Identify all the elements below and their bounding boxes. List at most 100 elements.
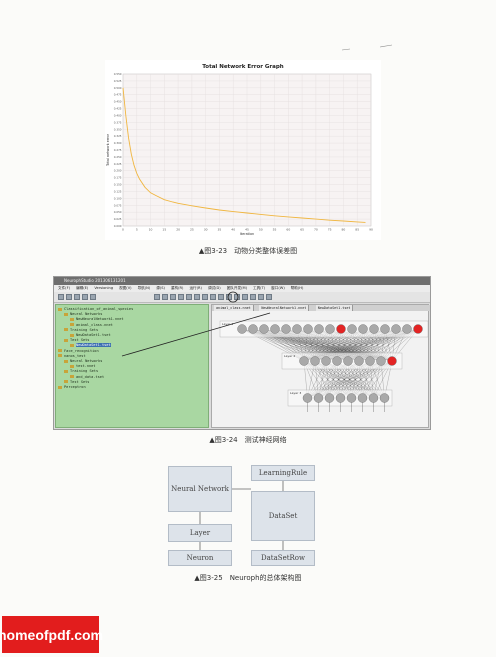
tree-item[interactable]: Neural Networks <box>64 359 102 364</box>
menu-item[interactable]: 帮助(H) <box>290 286 304 290</box>
folder-icon <box>58 307 62 311</box>
neuron-node[interactable] <box>387 356 397 366</box>
neuron-node[interactable] <box>281 324 291 334</box>
menu-item[interactable]: 窗口(W) <box>271 286 285 290</box>
y-tick-label: 0.125 <box>114 189 122 193</box>
folder-icon <box>70 323 74 327</box>
toolbar-button[interactable] <box>186 294 192 300</box>
toolbar-button[interactable] <box>58 294 64 300</box>
toolbar-button[interactable] <box>210 294 216 300</box>
neuron-node[interactable] <box>314 324 324 334</box>
neuron-node[interactable] <box>310 356 320 366</box>
toolbar-button[interactable] <box>266 294 272 300</box>
menu-item[interactable]: 调试(D) <box>207 286 221 290</box>
menu-item[interactable]: 团队开发(M) <box>226 286 247 290</box>
y-axis-label: Total network error <box>106 133 110 167</box>
menu-item[interactable]: 文件(F) <box>58 286 71 290</box>
menu-item[interactable]: 视图(V) <box>119 286 132 290</box>
neuron-node[interactable] <box>303 324 313 334</box>
menu-item[interactable]: 源(S) <box>156 286 165 290</box>
editor-tab[interactable]: NewNeuralNetwork1.nnet <box>259 305 310 311</box>
neuron-node[interactable] <box>365 356 375 366</box>
tree-item[interactable]: Training Sets <box>64 369 98 374</box>
tree-item[interactable]: test.nnet <box>70 364 95 369</box>
folder-icon <box>70 333 74 337</box>
toolbar-button[interactable] <box>250 294 256 300</box>
folder-icon <box>64 328 68 332</box>
editor-tabs: animal_class.nnet NewNeuralNetwork1.nnet N… <box>212 305 430 311</box>
x-tick-label: 15 <box>162 228 166 232</box>
neuron-node[interactable] <box>299 356 309 366</box>
toolbar-button[interactable] <box>218 294 224 300</box>
neuron-node[interactable] <box>343 356 353 366</box>
neuron-node[interactable] <box>402 324 412 334</box>
editor-tab[interactable]: animal_class.nnet <box>214 305 254 311</box>
neuron-node[interactable] <box>325 324 335 334</box>
chart-title: Total Network Error Graph <box>202 64 284 70</box>
tree-item[interactable]: NewDataSet1.tset <box>70 333 111 338</box>
folder-icon <box>70 375 74 379</box>
y-tick-label: 0.225 <box>114 162 122 166</box>
folder-icon <box>58 354 62 358</box>
y-tick-label: 0.200 <box>114 169 122 173</box>
toolbar-button[interactable] <box>162 294 168 300</box>
tree-item[interactable]: NewNeuralNetwork1.nnet <box>70 317 124 322</box>
menu-item[interactable]: 重构(R) <box>170 286 184 290</box>
toolbar-button[interactable] <box>90 294 96 300</box>
tree-item-label: Training Sets <box>70 369 99 374</box>
tree-item[interactable]: Perceptron <box>58 385 86 390</box>
toolbar-button[interactable] <box>194 294 200 300</box>
neuron-node[interactable] <box>358 324 368 334</box>
neuron-node[interactable] <box>380 324 390 334</box>
toolbar-button[interactable] <box>170 294 176 300</box>
y-tick-label: 0.150 <box>114 183 122 187</box>
folder-icon <box>64 338 68 342</box>
toolbar-button[interactable] <box>82 294 88 300</box>
toolbar-button[interactable] <box>258 294 264 300</box>
neuron-node[interactable] <box>321 356 331 366</box>
y-tick-label: 0.100 <box>114 196 122 200</box>
tree-item[interactable]: Classification_of_animal_species <box>58 307 133 312</box>
neuron-node[interactable] <box>336 324 346 334</box>
toolbar-button[interactable] <box>66 294 72 300</box>
figure-caption-3-24: ▲图3-24 测试神经网络 <box>209 436 287 444</box>
neuron-node[interactable] <box>332 356 342 366</box>
tree-item-label: and_data.tset <box>76 374 105 379</box>
toolbar-button[interactable] <box>242 294 248 300</box>
toolbar-button[interactable] <box>74 294 80 300</box>
tree-item-label: NewDataSet1.tset <box>76 333 111 337</box>
x-tick-label: 25 <box>190 228 194 232</box>
neuron-node[interactable] <box>354 356 364 366</box>
folder-icon <box>64 359 68 363</box>
neuron-node[interactable] <box>270 324 280 334</box>
neuron-node[interactable] <box>347 324 357 334</box>
toolbar-button[interactable] <box>202 294 208 300</box>
neuron-node[interactable] <box>369 324 379 334</box>
tree-item[interactable]: Test Sets <box>64 338 89 343</box>
tree-item[interactable]: NewDataSet1.tset <box>70 343 111 348</box>
tree-item[interactable]: Test Sets <box>64 380 89 385</box>
menu-item[interactable]: 运行(R) <box>189 286 202 290</box>
toolbar-button[interactable] <box>178 294 184 300</box>
tree-item[interactable]: animal_class.nnet <box>70 323 113 328</box>
y-tick-label: 0.300 <box>114 141 122 145</box>
menu-item[interactable]: 编辑(E) <box>76 286 89 290</box>
menu-item[interactable]: Versioning <box>94 286 114 290</box>
y-tick-label: 0.250 <box>114 155 122 159</box>
neuron-node[interactable] <box>292 324 302 334</box>
tree-item[interactable]: nanos_test <box>58 354 86 359</box>
tree-item[interactable]: Neural Networks <box>64 312 102 317</box>
editor-tab[interactable]: NewDataSet1.tset <box>315 305 354 311</box>
menu-item[interactable]: 导航(N) <box>137 286 151 290</box>
neuron-node[interactable] <box>391 324 401 334</box>
tree-item[interactable]: and_data.tset <box>70 375 104 380</box>
tree-item[interactable]: Training Sets <box>64 328 98 333</box>
x-tick-label: 30 <box>204 228 208 232</box>
x-tick-label: 20 <box>176 228 180 232</box>
neuron-node[interactable] <box>413 324 423 334</box>
toolbar-button[interactable] <box>154 294 160 300</box>
menu-item[interactable]: 工具(T) <box>252 286 266 290</box>
tree-item[interactable]: Face_recognition <box>58 349 99 354</box>
neuron-node[interactable] <box>376 356 386 366</box>
tree-item-label: nanos_test <box>64 353 86 358</box>
